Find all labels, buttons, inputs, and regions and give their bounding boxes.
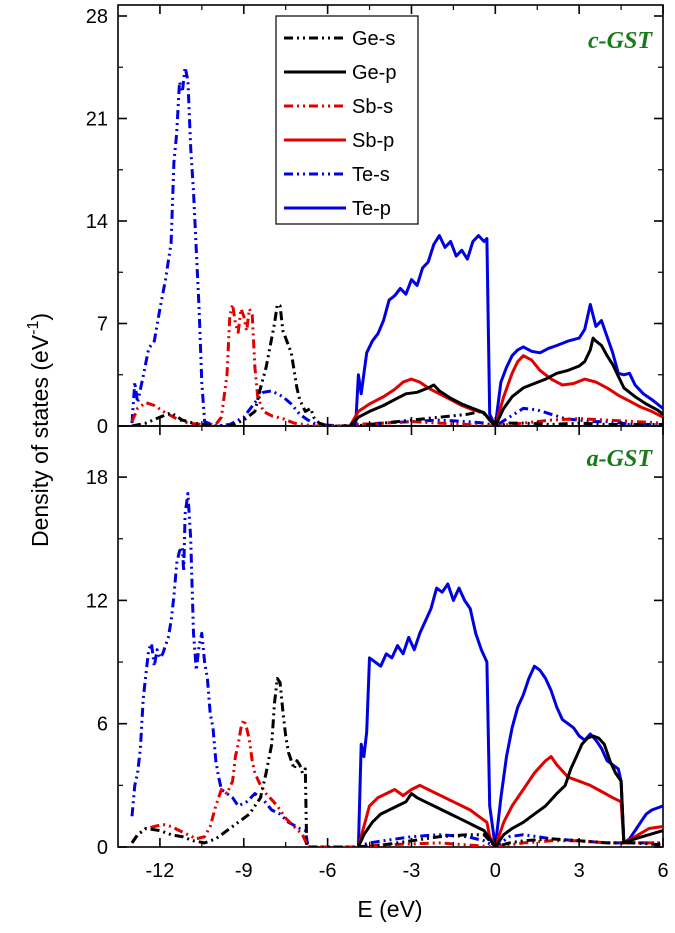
- legend-label-te-p: Te-p: [352, 198, 391, 220]
- legend: Ge-s Ge-p Sb-s Sb-p Te-s Te-p: [275, 15, 419, 225]
- axis-ticks: 0 7 14 21 28 0 6 12 18 -12 -9 -6 -3 0 3 6: [86, 5, 669, 882]
- series-bottom-ge-s: [130, 677, 663, 847]
- y-tick-label-bottom: 6: [97, 714, 108, 736]
- x-tick-label: -9: [235, 860, 253, 882]
- bottom-panel-frame: [117, 425, 664, 848]
- panel-label-top: c-GST: [588, 28, 653, 54]
- series-bottom-sb-s: [130, 718, 663, 847]
- y-tick-label-top: 7: [97, 314, 108, 336]
- legend-box: [275, 15, 419, 225]
- top-panel-series: [130, 65, 663, 426]
- panel-label-bottom: a-GST: [587, 446, 654, 472]
- series-top-te-s: [130, 65, 663, 426]
- y-tick-label-bottom: 12: [86, 590, 108, 612]
- x-tick-label: -6: [319, 860, 337, 882]
- series-top-ge-s: [131, 303, 663, 426]
- series-top-te-p: [350, 234, 663, 426]
- x-tick-label: 0: [490, 860, 501, 882]
- y-tick-label-bottom: 0: [97, 837, 108, 859]
- legend-label-ge-s: Ge-s: [352, 28, 395, 50]
- series-bottom-ge-p: [357, 734, 663, 847]
- x-tick-label: -12: [145, 860, 174, 882]
- y-tick-label-top: 28: [86, 6, 108, 28]
- legend-label-sb-p: Sb-p: [352, 130, 394, 152]
- legend-label-sb-s: Sb-s: [352, 96, 393, 118]
- x-tick-label: 6: [657, 860, 668, 882]
- y-axis-title-close: ): [27, 313, 53, 321]
- x-tick-label: 3: [574, 860, 585, 882]
- series-top-sb-p: [348, 354, 663, 426]
- y-axis-title-sup: -1: [25, 321, 42, 335]
- y-axis-title: Density of states (eV-1): [25, 313, 53, 547]
- series-top-sb-s: [130, 303, 663, 426]
- x-tick-label: -3: [403, 860, 421, 882]
- y-tick-label-top: 14: [86, 211, 108, 233]
- y-tick-label-top: 0: [97, 416, 108, 438]
- legend-label-ge-p: Ge-p: [352, 62, 396, 84]
- legend-label-te-s: Te-s: [352, 164, 390, 186]
- y-axis-title-main: Density of states (eV: [27, 334, 53, 547]
- y-tick-label-top: 21: [86, 109, 108, 131]
- y-tick-label-bottom: 18: [86, 467, 108, 489]
- series-top-ge-p: [348, 336, 663, 426]
- series-bottom-te-s: [130, 492, 663, 847]
- bottom-panel-series: [130, 492, 663, 847]
- x-axis-title: E (eV): [357, 896, 422, 922]
